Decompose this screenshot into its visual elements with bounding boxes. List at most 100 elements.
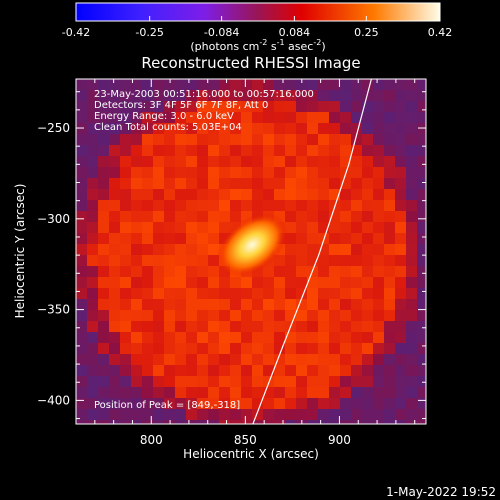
heatmap-cell: [76, 310, 88, 322]
heatmap-cell: [384, 398, 396, 410]
heatmap-cell: [307, 134, 319, 146]
heatmap-cell: [186, 101, 198, 113]
heatmap-cell: [142, 178, 154, 190]
heatmap-cell: [373, 156, 385, 168]
heatmap-cell: [318, 112, 330, 124]
heatmap-cell: [197, 343, 209, 355]
heatmap-cell: [307, 222, 319, 234]
heatmap-cell: [417, 321, 426, 333]
heatmap-cell: [285, 189, 297, 201]
heatmap-cell: [241, 200, 253, 212]
heatmap-cell: [351, 200, 363, 212]
heatmap-cell: [296, 112, 308, 124]
heatmap-cell: [307, 211, 319, 223]
heatmap-cell: [120, 420, 132, 424]
heatmap-cell: [318, 145, 330, 157]
heatmap-cell: [285, 79, 297, 91]
heatmap-cell: [197, 244, 209, 256]
heatmap-cell: [340, 255, 352, 267]
heatmap-cell: [186, 244, 198, 256]
heatmap-cell: [373, 409, 385, 421]
heatmap-cell: [153, 233, 165, 245]
heatmap-cell: [175, 145, 187, 157]
colorbar-tick-label: -0.084: [204, 26, 239, 39]
heatmap-cell: [164, 90, 176, 102]
heatmap-cell: [175, 255, 187, 267]
heatmap-cell: [186, 255, 198, 267]
heatmap-cell: [186, 79, 198, 91]
heatmap-cell: [175, 365, 187, 377]
heatmap-cell: [318, 156, 330, 168]
heatmap-cell: [362, 288, 374, 300]
heatmap-cell: [197, 79, 209, 91]
heatmap-cell: [406, 376, 418, 388]
heatmap-cell: [131, 409, 143, 421]
heatmap-cell: [318, 288, 330, 300]
heatmap-cell: [395, 79, 407, 91]
heatmap-cell: [197, 123, 209, 135]
heatmap-cell: [120, 101, 132, 113]
heatmap-cell: [76, 244, 88, 256]
heatmap-cell: [252, 310, 264, 322]
heatmap-cell: [120, 409, 132, 421]
heatmap-cell: [307, 288, 319, 300]
heatmap-cell: [318, 354, 330, 366]
heatmap-cell: [395, 145, 407, 157]
heatmap-cell: [395, 387, 407, 399]
heatmap-cell: [307, 398, 319, 410]
heatmap-cell: [197, 376, 209, 388]
heatmap-cell: [120, 79, 132, 91]
heatmap-cell: [395, 409, 407, 421]
heatmap-cell: [274, 288, 286, 300]
heatmap-cell: [208, 222, 220, 234]
heatmap-cell: [76, 233, 88, 245]
heatmap-cell: [164, 354, 176, 366]
heatmap-cell: [142, 310, 154, 322]
heatmap-cell: [384, 90, 396, 102]
heatmap-cell: [384, 343, 396, 355]
heatmap-cell: [340, 178, 352, 190]
heatmap-cell: [175, 167, 187, 179]
heatmap-cell: [241, 420, 253, 424]
heatmap-cell: [285, 420, 297, 424]
heatmap-cell: [175, 156, 187, 168]
heatmap-cell: [340, 310, 352, 322]
heatmap-cell: [296, 156, 308, 168]
heatmap-cell: [164, 288, 176, 300]
heatmap-cell: [109, 376, 121, 388]
heatmap-cell: [406, 310, 418, 322]
heatmap-cell: [351, 145, 363, 157]
heatmap-cell: [395, 134, 407, 146]
heatmap-cell: [252, 167, 264, 179]
heatmap-cell: [98, 233, 110, 245]
heatmap-cell: [373, 255, 385, 267]
heatmap-cell: [362, 90, 374, 102]
heatmap-cell: [109, 255, 121, 267]
heatmap-cell: [340, 79, 352, 91]
heatmap-cell: [131, 420, 143, 424]
heatmap-cell: [318, 387, 330, 399]
heatmap-cell: [208, 233, 220, 245]
heatmap-cell: [395, 222, 407, 234]
heatmap-cell: [241, 387, 253, 399]
heatmap-cell: [164, 233, 176, 245]
heatmap-cell: [296, 134, 308, 146]
heatmap-cell: [318, 332, 330, 344]
heatmap-cell: [120, 343, 132, 355]
heatmap-cell: [395, 101, 407, 113]
heatmap-cell: [120, 233, 132, 245]
heatmap-cell: [307, 101, 319, 113]
colorbar: [76, 3, 440, 21]
heatmap-cell: [241, 310, 253, 322]
heatmap-cell: [230, 288, 242, 300]
heatmap-cell: [131, 123, 143, 135]
heatmap-cell: [329, 134, 341, 146]
heatmap-cell: [329, 79, 341, 91]
heatmap-cell: [351, 376, 363, 388]
heatmap-cell: [87, 266, 99, 278]
heatmap-cell: [197, 134, 209, 146]
heatmap-cell: [285, 112, 297, 124]
heatmap-cell: [373, 244, 385, 256]
heatmap-cell: [373, 112, 385, 124]
heatmap-cell: [120, 288, 132, 300]
